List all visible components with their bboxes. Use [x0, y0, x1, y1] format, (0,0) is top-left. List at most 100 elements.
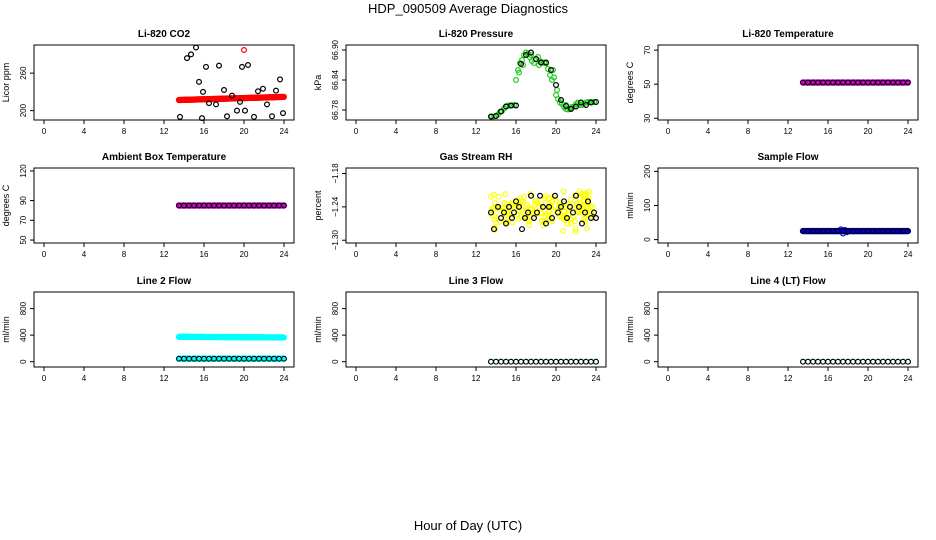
data-point	[805, 358, 811, 365]
data-point	[850, 358, 856, 365]
data-point	[203, 63, 210, 70]
data-point	[566, 203, 573, 210]
x-tick-label: 0	[666, 374, 671, 383]
data-point	[593, 358, 599, 365]
data-point	[575, 203, 582, 210]
data-point	[491, 216, 498, 223]
x-tick-label: 4	[394, 127, 399, 136]
x-tick-label: 16	[200, 250, 209, 259]
data-point	[533, 358, 539, 365]
data-point	[553, 198, 559, 205]
y-tick-label: 66.84	[331, 69, 340, 90]
data-point	[549, 66, 556, 73]
data-point	[527, 192, 534, 199]
data-point	[498, 358, 504, 365]
x-tick-label: 0	[666, 127, 671, 136]
y-tick-label: 90	[19, 196, 28, 205]
data-point	[234, 107, 241, 114]
data-point	[518, 358, 524, 365]
chart-panel-4: Ambient Box Temperature degrees C 0 4 8 12 16 2…	[1, 152, 295, 259]
x-tick-label: 20	[240, 250, 249, 259]
data-point	[255, 88, 262, 95]
panel-title: Li-820 Pressure	[439, 29, 514, 40]
x-tick-label: 0	[354, 250, 359, 259]
data-point	[280, 93, 287, 101]
data-point	[830, 358, 836, 365]
data-point	[528, 358, 534, 365]
x-tick-label: 8	[122, 127, 127, 136]
data-point	[548, 358, 554, 365]
chart-panel-6: Sample Flow ml/min 0 4 8 12 16 20 24 0 100 200	[625, 152, 919, 259]
x-tick-label: 4	[706, 127, 711, 136]
data-point	[488, 358, 494, 365]
x-tick-label: 4	[706, 250, 711, 259]
x-tick-label: 12	[472, 127, 481, 136]
data-point	[522, 51, 529, 58]
data-point	[555, 212, 562, 219]
data-point	[870, 358, 876, 365]
x-tick-label: 16	[200, 127, 209, 136]
y-tick-label: 100	[643, 198, 652, 212]
x-tick-label: 4	[706, 374, 711, 383]
x-tick-label: 0	[42, 374, 47, 383]
series-hourly	[488, 49, 599, 120]
data-point	[512, 198, 519, 205]
y-tick-label: 260	[19, 66, 28, 80]
data-point	[518, 226, 525, 233]
x-tick-label: 24	[592, 127, 601, 136]
data-point	[905, 228, 911, 235]
x-tick-label: 8	[122, 250, 127, 259]
data-point	[241, 46, 248, 53]
data-point	[560, 228, 567, 234]
data-point	[810, 358, 816, 365]
y-tick-label: 200	[19, 103, 28, 117]
data-point	[553, 86, 560, 93]
data-point	[572, 103, 579, 110]
y-axis-label: percent	[313, 190, 323, 221]
y-tick-label: 800	[331, 301, 340, 315]
data-point	[511, 209, 518, 216]
data-point	[538, 358, 544, 365]
data-point	[568, 358, 574, 365]
data-point	[495, 203, 502, 210]
y-tick-label: −1.30	[331, 230, 340, 251]
series-hourly	[177, 44, 287, 122]
x-tick-label: 20	[864, 127, 873, 136]
data-point	[281, 355, 287, 362]
plot-frame	[33, 44, 295, 121]
data-point	[539, 203, 546, 210]
data-point	[569, 209, 576, 216]
data-point	[543, 358, 549, 365]
data-point	[815, 358, 821, 365]
x-tick-label: 8	[434, 127, 439, 136]
data-point	[533, 209, 540, 216]
x-tick-label: 12	[472, 250, 481, 259]
x-tick-label: 12	[784, 127, 793, 136]
data-point	[584, 198, 591, 205]
data-point	[905, 358, 911, 365]
y-tick-label: 400	[331, 328, 340, 342]
series-hourly	[488, 192, 599, 233]
y-tick-label: 70	[643, 45, 652, 54]
data-point	[519, 199, 526, 206]
data-point	[557, 96, 564, 103]
y-tick-label: 70	[19, 215, 28, 224]
x-tick-label: 0	[354, 374, 359, 383]
data-point	[573, 358, 579, 365]
panel-title: Line 3 Flow	[449, 276, 504, 287]
x-tick-label: 8	[746, 250, 751, 259]
y-axis-label: degrees C	[625, 61, 635, 103]
data-point	[572, 192, 579, 199]
x-tick-label: 12	[784, 374, 793, 383]
plot-frame	[345, 291, 607, 368]
data-point	[542, 220, 549, 227]
x-tick-label: 20	[240, 374, 249, 383]
x-tick-label: 20	[552, 250, 561, 259]
data-point	[184, 55, 191, 62]
data-point	[503, 220, 510, 227]
data-point	[277, 76, 284, 83]
data-point	[583, 358, 589, 365]
data-point	[522, 213, 528, 220]
data-point	[557, 203, 564, 210]
data-point	[586, 188, 593, 195]
